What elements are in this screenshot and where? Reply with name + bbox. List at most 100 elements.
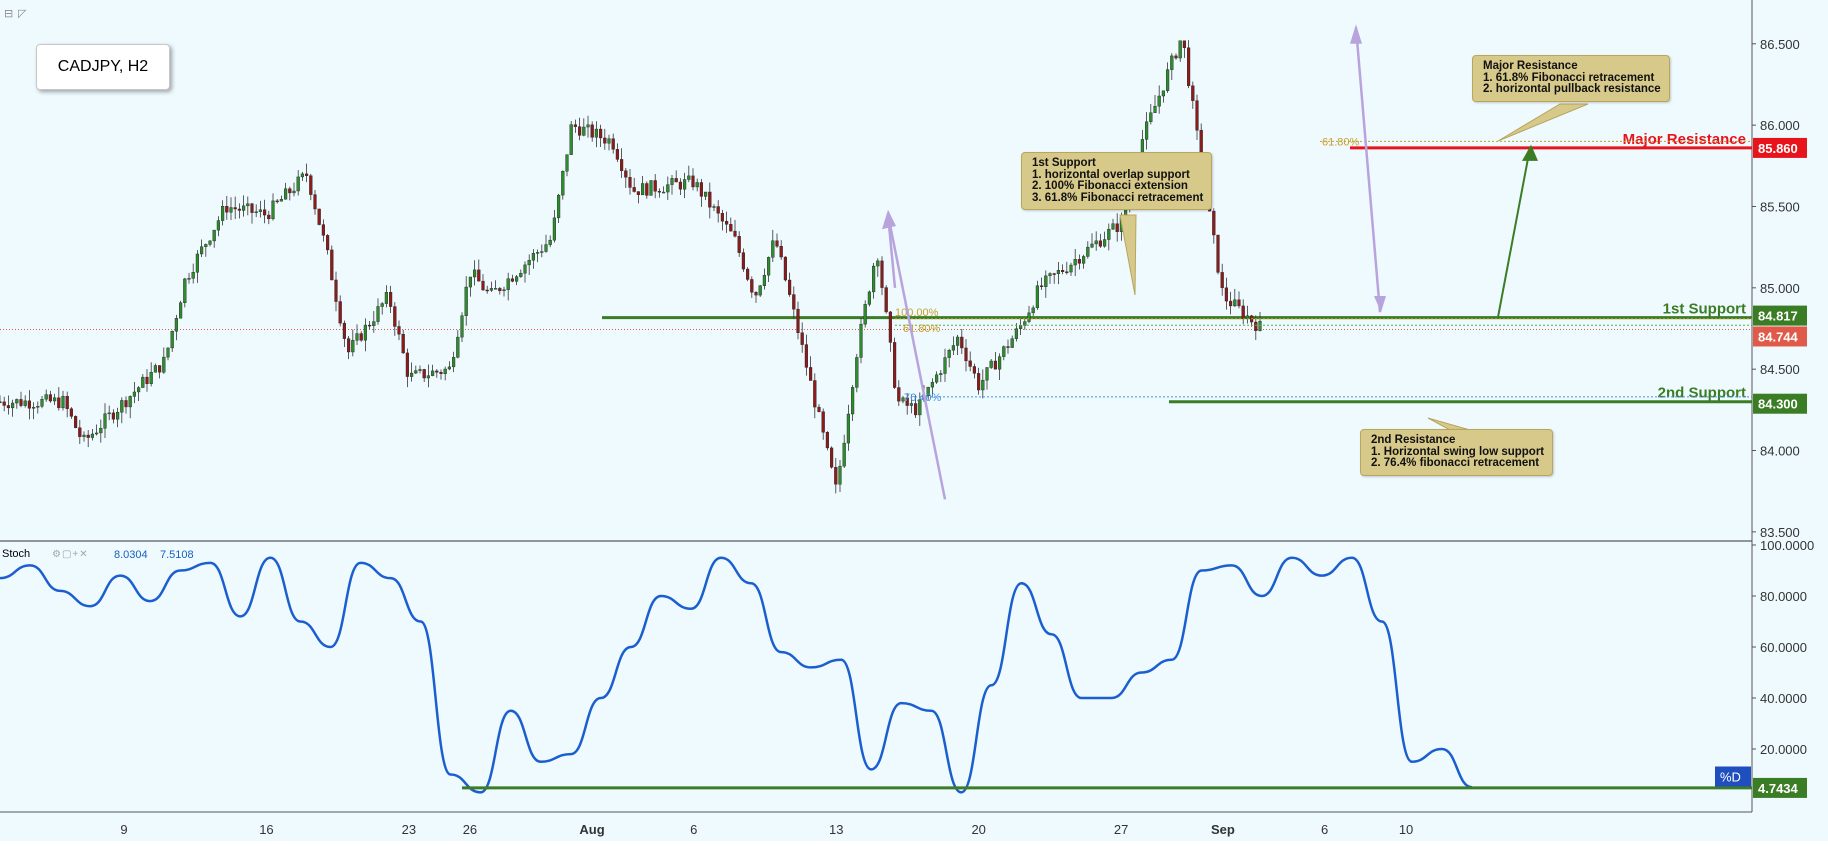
candle (153, 365, 157, 373)
candle (145, 376, 149, 384)
candle (914, 403, 918, 416)
candle (947, 350, 951, 358)
candle (1170, 55, 1174, 70)
candle (1224, 287, 1228, 302)
projection-arrowhead (1522, 144, 1538, 161)
callout-line: 1. Horizontal swing low support (1371, 445, 1545, 458)
candle (968, 360, 972, 367)
candle (275, 200, 279, 203)
projection-arrow (1497, 147, 1531, 318)
candle (649, 180, 653, 196)
pct-d-badge (1715, 766, 1751, 787)
candle (426, 375, 430, 379)
candle (796, 308, 800, 333)
price-tick-label: 84.000 (1760, 444, 1800, 459)
candle (830, 447, 834, 468)
candle (246, 203, 250, 207)
candle (737, 236, 741, 253)
candle (241, 205, 246, 211)
candle (653, 180, 657, 192)
time-tick-label: 6 (1321, 822, 1328, 837)
candle (313, 194, 317, 210)
candle (468, 276, 472, 288)
candle (220, 206, 225, 221)
candle (1233, 299, 1237, 307)
candle (0, 401, 2, 403)
time-tick-label: Sep (1211, 822, 1235, 837)
candle (678, 181, 682, 190)
candle (1077, 259, 1081, 264)
candle (57, 397, 61, 409)
candle (435, 370, 439, 373)
candle (162, 356, 166, 373)
candle (288, 188, 292, 194)
candle (939, 373, 943, 375)
candle (44, 394, 48, 400)
callout-second-resistance: 2nd Resistance 1. Horizontal swing low s… (1360, 429, 1554, 476)
candle (704, 191, 708, 197)
candle (2, 401, 6, 406)
candle (1186, 47, 1191, 86)
candle (36, 406, 40, 408)
candle (401, 333, 405, 354)
stoch-label[interactable]: Stoch (2, 548, 31, 560)
second-support-label: 2nd Support (1658, 385, 1746, 402)
candle (376, 306, 380, 322)
swing-arrowhead-3 (1350, 24, 1362, 44)
candle (544, 244, 548, 252)
candle (363, 324, 367, 341)
symbol-label[interactable]: CADJPY, H2 (36, 44, 170, 90)
candle (1161, 90, 1165, 97)
candle (972, 366, 976, 374)
candle (1245, 315, 1249, 319)
collapse-icon[interactable]: ⊟ (4, 8, 14, 20)
candle (1254, 321, 1258, 331)
candle (141, 376, 145, 388)
candle (368, 324, 372, 327)
candle (628, 177, 632, 188)
fib-618-mid-label: 61.80% (903, 323, 941, 335)
candle (859, 323, 863, 358)
candle (1191, 85, 1195, 101)
candle (447, 366, 451, 370)
candle (981, 379, 985, 391)
candle (876, 260, 880, 267)
stoch-settings-icons[interactable]: ⚙▢+✕ (52, 549, 89, 560)
pct-d-badge-label: %D (1720, 770, 1741, 785)
candle (779, 245, 783, 258)
candle (191, 272, 195, 279)
candle (267, 214, 271, 220)
maximize-icon[interactable]: ◸ (18, 8, 27, 20)
candle (762, 274, 766, 286)
candle (347, 338, 351, 353)
candle (800, 332, 804, 345)
candle (527, 260, 531, 266)
candle (674, 178, 678, 183)
candle (473, 269, 477, 278)
candle (1195, 100, 1199, 131)
swing-arrowhead-1 (882, 209, 896, 230)
candle (523, 264, 527, 274)
stoch-line (0, 556, 1473, 794)
candle (985, 367, 989, 381)
candle (90, 433, 94, 438)
candle (27, 400, 31, 409)
candle (712, 206, 716, 208)
stoch-tick-label: 20.0000 (1760, 742, 1807, 757)
candle (1212, 210, 1216, 236)
candle (771, 240, 775, 258)
candle (258, 209, 262, 212)
candle (1178, 40, 1182, 59)
candle (422, 369, 426, 379)
candle (439, 372, 443, 374)
candle (590, 124, 594, 138)
candle (204, 244, 208, 247)
time-tick-label: 10 (1399, 822, 1413, 837)
callout-title: 2nd Resistance (1371, 434, 1456, 446)
candle (1039, 285, 1044, 287)
candle (926, 386, 930, 397)
time-tick-label: 9 (120, 822, 127, 837)
